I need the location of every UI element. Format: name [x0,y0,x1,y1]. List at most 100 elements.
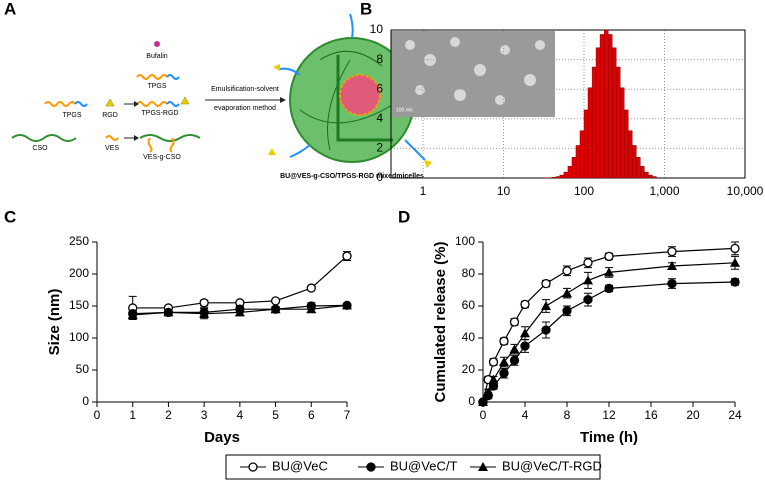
bar [612,47,617,179]
schematic-label: TPGS [147,83,166,90]
marker [541,301,551,310]
marker [509,344,520,354]
marker [730,243,740,254]
bar [595,47,601,179]
marker [509,355,520,366]
bar [571,157,577,179]
marker [509,317,520,327]
x-tick-label: 100 [574,184,594,198]
bar [563,171,569,179]
marker [583,258,593,268]
x-tick-label: 6 [308,408,315,422]
marker [520,299,530,310]
marker [306,283,316,293]
marker [583,294,593,305]
x-tick-label: 10 [497,184,511,198]
y-tick-label: 80 [462,266,476,280]
marker [270,296,281,306]
x-tick-label: 1 [420,184,427,198]
marker [234,307,245,317]
drug-icon [154,41,160,47]
tem-inset [391,31,555,117]
x-tick-label: 20 [686,408,700,422]
marker [667,261,677,270]
bar [555,176,561,179]
y-tick-label: 0 [376,170,383,184]
schematic-label: Emulsification-solvent [211,86,279,93]
marker [520,341,530,351]
x-tick-label: 4 [522,408,529,422]
x-tick-label: 2 [165,408,172,422]
polymer [136,74,168,80]
y-tick-label: 8 [376,52,383,66]
y-tick-label: 150 [69,298,89,312]
bar [624,109,629,179]
x-tick-label: 16 [644,408,658,422]
legend-box [225,454,601,480]
bar [636,157,641,179]
micelle-cut [336,55,393,142]
bar [632,145,637,179]
y-tick-label: 2 [376,141,383,155]
bar [583,109,589,179]
y-axis-label: Size (nm) [46,289,63,356]
marker [499,336,509,346]
x-tick-label: 3 [201,408,208,422]
marker [604,251,614,262]
bar [648,174,653,179]
tem-particles [405,37,545,105]
marker [163,307,174,317]
polymer [136,101,168,107]
polymer [147,137,175,153]
schematic-label: Bufalin [146,53,168,60]
schematic-label: TPGS [62,112,81,119]
y-tick-label: 200 [69,266,89,280]
marker [730,257,740,267]
marker [499,368,509,378]
x-tick-label: 12 [602,408,616,422]
legend-label: BU@VeC/T-RGD [502,458,602,473]
marker [199,298,209,308]
y-tick-label: 4 [376,111,383,125]
marker [520,328,530,338]
marker [488,357,499,367]
marker [604,267,614,277]
bar [620,87,625,179]
panel-label: B [360,0,372,18]
x-tick-label: 8 [564,408,571,422]
marker [248,462,258,472]
bar [567,165,573,179]
panel-label: D [398,207,410,226]
bar [579,130,585,179]
x-tick-label: 0 [480,408,487,422]
x-tick-label: 10,000 [727,184,764,198]
marker [604,283,614,294]
y-tick-label: 6 [376,81,383,95]
marker [499,357,509,366]
axis-line [482,242,735,403]
polymer [139,134,201,142]
axis-line [96,242,347,403]
arrowhead [134,97,286,141]
marker [541,325,551,335]
x-tick-label: 4 [237,408,244,422]
scale-label: 100 nm [396,107,413,113]
rgd-icon [105,98,115,107]
marker [562,266,572,276]
schematic-caption: BU@VES-g-CSO/TPGS-RGD mixedmicelles [280,173,424,180]
panel-label: C [4,207,16,226]
polymer [166,74,180,80]
polymer [166,101,180,107]
polymer [74,101,88,107]
bar [599,34,605,179]
y-tick-label: 60 [462,298,476,312]
y-tick-label: 0 [468,394,475,408]
bar [603,29,609,179]
marker [270,304,281,314]
schematic-label: RGD [102,112,118,119]
y-tick-label: 40 [462,330,476,344]
marker [562,288,572,298]
marker [667,246,677,257]
bar [615,66,621,179]
